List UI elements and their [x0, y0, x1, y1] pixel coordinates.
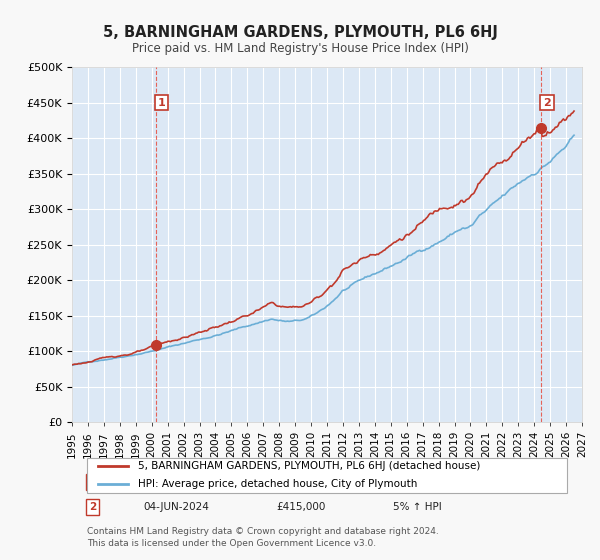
Text: 1: 1 [158, 97, 166, 108]
Text: £415,000: £415,000 [276, 502, 325, 512]
Text: 5, BARNINGHAM GARDENS, PLYMOUTH, PL6 6HJ: 5, BARNINGHAM GARDENS, PLYMOUTH, PL6 6HJ [103, 25, 497, 40]
Text: 1: 1 [89, 477, 96, 487]
Text: 5% ↑ HPI: 5% ↑ HPI [394, 502, 442, 512]
Text: 8% ↑ HPI: 8% ↑ HPI [394, 477, 442, 487]
Text: Contains HM Land Registry data © Crown copyright and database right 2024.: Contains HM Land Registry data © Crown c… [88, 526, 439, 535]
Text: 5, BARNINGHAM GARDENS, PLYMOUTH, PL6 6HJ (detached house): 5, BARNINGHAM GARDENS, PLYMOUTH, PL6 6HJ… [139, 461, 481, 472]
Text: 31-MAR-2000: 31-MAR-2000 [143, 477, 213, 487]
Text: 2: 2 [89, 502, 96, 512]
Text: 04-JUN-2024: 04-JUN-2024 [143, 502, 209, 512]
Text: £108,000: £108,000 [276, 477, 325, 487]
Text: Price paid vs. HM Land Registry's House Price Index (HPI): Price paid vs. HM Land Registry's House … [131, 42, 469, 55]
Text: HPI: Average price, detached house, City of Plymouth: HPI: Average price, detached house, City… [139, 479, 418, 489]
Text: This data is licensed under the Open Government Licence v3.0.: This data is licensed under the Open Gov… [88, 539, 376, 548]
FancyBboxPatch shape [88, 458, 567, 493]
Text: 2: 2 [543, 97, 551, 108]
